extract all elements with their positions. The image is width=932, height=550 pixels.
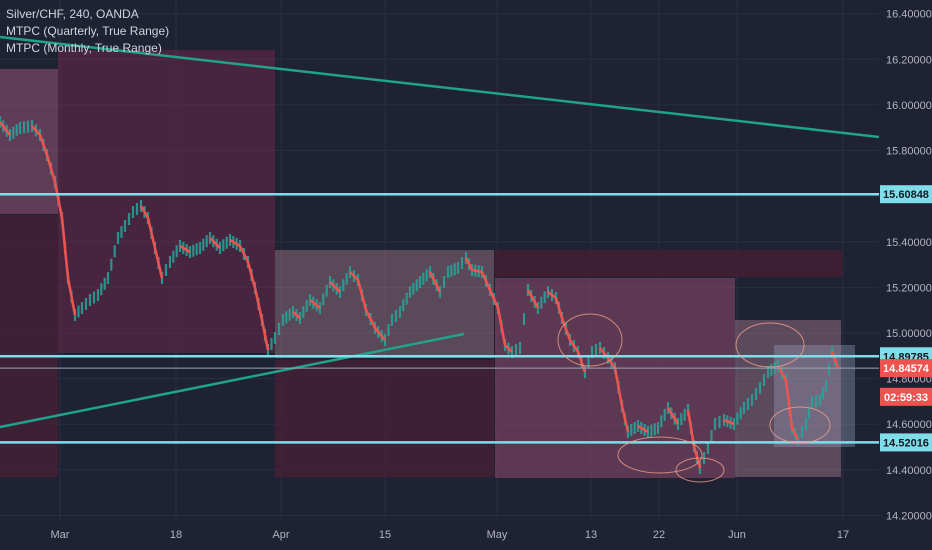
pattern-arc [675, 457, 725, 483]
x-tick-label: 17 [837, 529, 849, 541]
y-tick-label: 15.20000 [886, 282, 932, 294]
range-box [0, 69, 58, 214]
price-label-bg [880, 185, 932, 204]
y-tick-label: 16.00000 [886, 100, 932, 112]
indicator-quarterly[interactable]: MTPC (Quarterly, True Range) [6, 24, 170, 38]
price-label: 14.84574 [883, 363, 930, 375]
y-tick-label: 15.40000 [886, 237, 932, 249]
pattern-arc [557, 313, 623, 367]
price-label-bg [880, 433, 932, 452]
pattern-arc [769, 406, 831, 444]
pattern-arcs [557, 313, 831, 483]
x-tick-label: Mar [51, 529, 70, 541]
time-axis[interactable]: Mar 18 Apr 15 May 13 22 Jun 17 [0, 520, 932, 550]
x-tick-label: 15 [379, 529, 391, 541]
x-tick-label: 18 [170, 529, 182, 541]
x-tick-label: May [487, 529, 508, 541]
range-box [58, 50, 275, 353]
price-axis[interactable]: 16.4000016.2000016.0000015.8000015.60000… [879, 0, 932, 550]
price-label: 02:59:33 [884, 392, 928, 404]
horizontal-levels[interactable] [0, 192, 879, 444]
pattern-arc [735, 322, 805, 368]
y-tick-label: 16.20000 [886, 54, 932, 66]
y-tick-label: 14.60000 [886, 419, 932, 431]
candles-down [0, 121, 840, 469]
y-tick-label: 16.40000 [886, 9, 932, 21]
trend-lines [0, 35, 880, 429]
candlestick-series [0, 116, 840, 474]
range-box [774, 345, 855, 447]
pattern-arc [617, 436, 703, 474]
price-label: 14.52016 [883, 437, 929, 449]
range-box [0, 215, 58, 477]
range-box [275, 360, 494, 477]
indicator-monthly[interactable]: MTPC (Monthly, True Range) [6, 41, 162, 55]
trend-line-up [0, 332, 465, 429]
y-tick-label: 14.40000 [886, 465, 932, 477]
x-tick-label: 13 [585, 529, 597, 541]
x-tick-label: 22 [653, 529, 665, 541]
y-tick-label: 15.80000 [886, 146, 932, 158]
price-label: 15.60848 [883, 189, 929, 201]
y-tick-label: 14.20000 [886, 510, 932, 522]
price-label-bg [880, 359, 932, 378]
x-tick-label: Apr [272, 529, 289, 541]
price-label-bg [880, 387, 932, 406]
range-box [495, 250, 842, 277]
trend-line-down [0, 35, 880, 139]
x-tick-label: Jun [728, 529, 746, 541]
chart-legend: Silver/CHF, 240, OANDA MTPC (Quarterly, … [6, 6, 169, 57]
y-tick-label: 15.00000 [886, 328, 932, 340]
symbol-title[interactable]: Silver/CHF, 240, OANDA [6, 7, 139, 21]
mtpc-range-boxes [0, 50, 855, 478]
